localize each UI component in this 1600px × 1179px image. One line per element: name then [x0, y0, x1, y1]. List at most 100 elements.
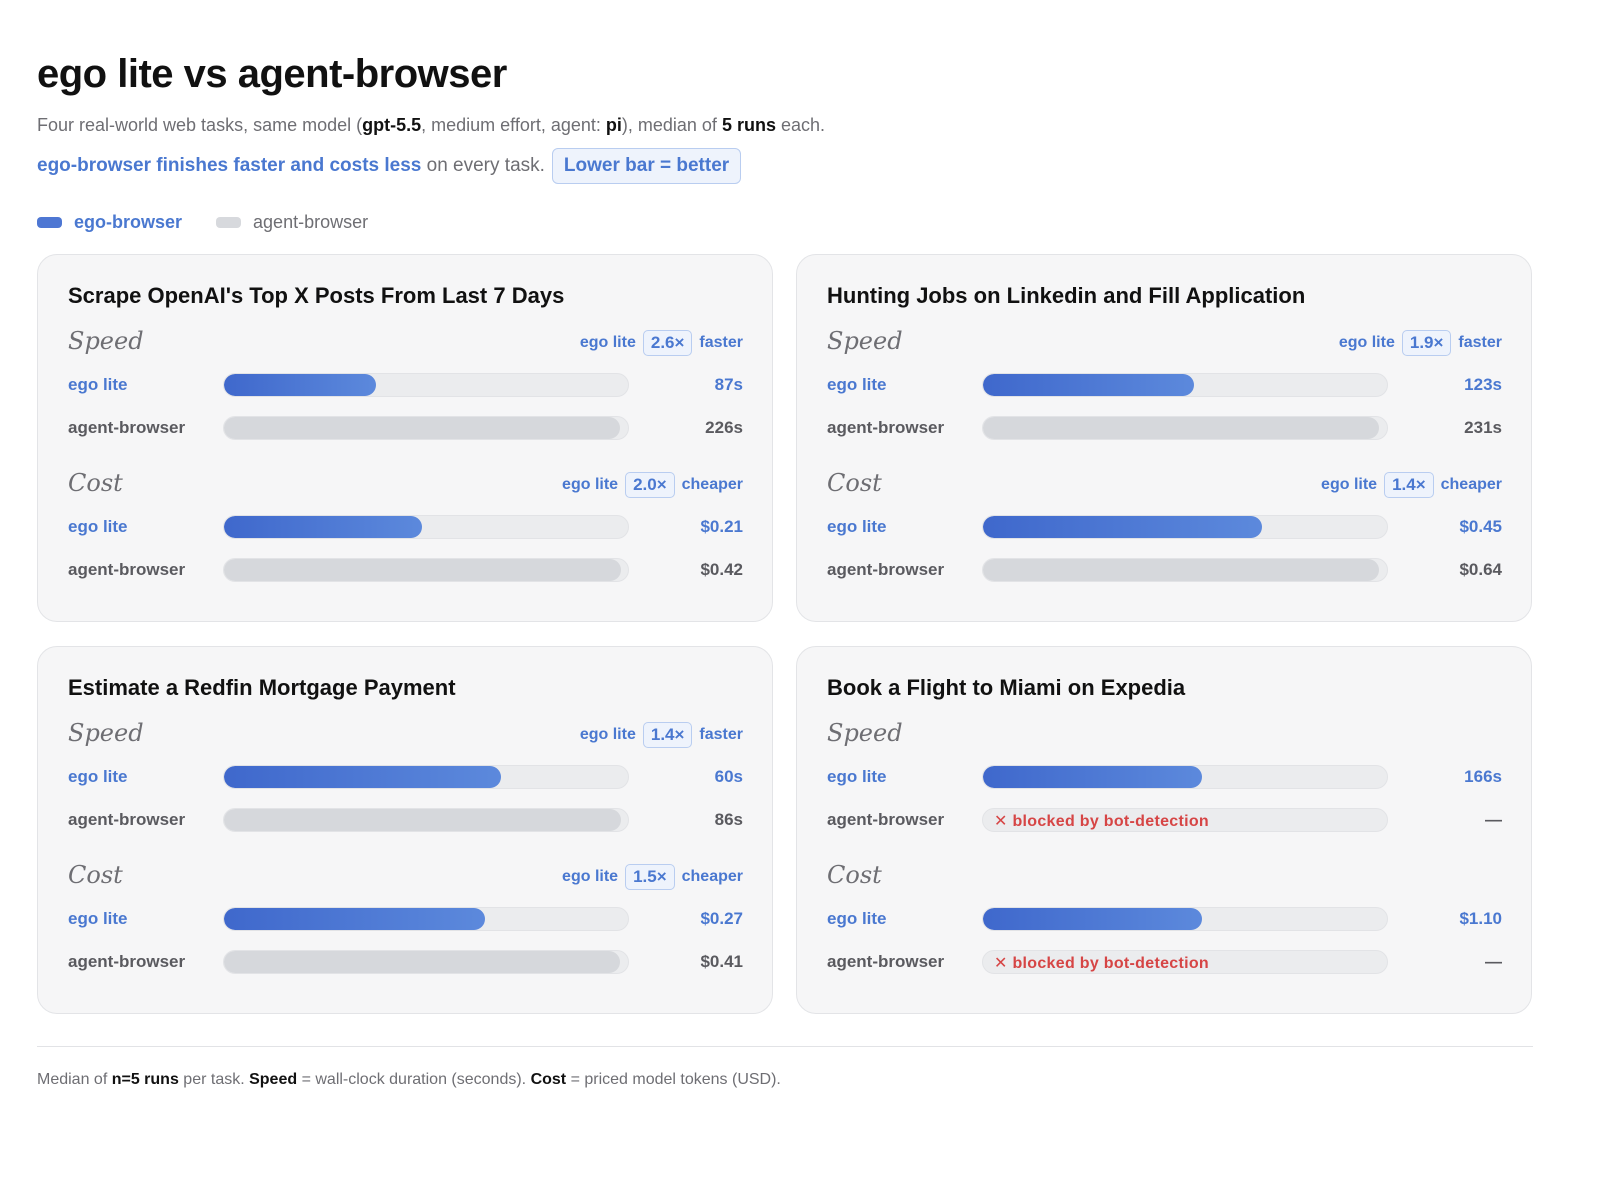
speed-summary: ego lite 1.4× faster [580, 722, 743, 748]
multiplier-badge: 1.9× [1401, 330, 1452, 356]
speed-value-ego-lite: 87s [714, 375, 743, 394]
speed-value-ego-lite: 166s [1464, 767, 1502, 786]
footnote-speed: Speed [249, 1071, 298, 1088]
summary-suffix: cheaper [681, 868, 743, 885]
cost-section-label: Cost [68, 861, 123, 889]
lower-is-better-badge: Lower bar = better [551, 148, 742, 184]
subtitle-text: ), median of [621, 115, 722, 135]
cost-summary: ego lite 1.4× cheaper [1321, 472, 1502, 498]
multiplier-badge: 1.4× [642, 722, 693, 748]
speed-bar-track [982, 416, 1388, 440]
cost-bar-track [982, 515, 1388, 539]
task-title: Scrape OpenAI's Top X Posts From Last 7 … [68, 283, 565, 308]
cost-summary: ego lite 2.0× cheaper [562, 472, 743, 498]
cost-bar-track [223, 907, 629, 931]
speed-bar-track: ✕ blocked by bot-detection [982, 808, 1388, 832]
subtitle-text: Four real-world web tasks, same model ( [37, 115, 363, 135]
summary-suffix: cheaper [681, 476, 743, 493]
speed-bar-ego-lite [224, 374, 376, 396]
subtitle-model: gpt-5.5 [362, 115, 422, 135]
speed-summary: ego lite 2.6× faster [580, 330, 743, 356]
legend-swatch-ego-browser [37, 216, 62, 228]
multiplier-badge: 1.4× [1384, 472, 1434, 498]
speed-value-agent-browser: 231s [1464, 418, 1502, 437]
footer-divider [37, 1046, 1533, 1047]
speed-bar-ego-lite [983, 766, 1202, 788]
series-label-ego-lite: ego lite [827, 767, 887, 786]
summary-prefix: ego lite [1321, 476, 1378, 493]
speed-value-agent-browser: 86s [714, 810, 743, 829]
page-title: ego lite vs agent-browser [37, 52, 507, 96]
speed-bar-agent-browser [224, 417, 620, 439]
speed-bar-ego-lite [983, 374, 1194, 396]
cost-value-agent-browser: $0.64 [1459, 560, 1502, 579]
blocked-by-bot-detection-label: ✕ blocked by bot-detection [994, 813, 1209, 830]
speed-section-label: Speed [827, 719, 903, 747]
series-label-ego-lite: ego lite [827, 375, 887, 394]
summary-suffix: faster [1458, 334, 1502, 351]
subtitle-runs: 5 runs [721, 115, 776, 135]
cost-section-label: Cost [827, 469, 882, 497]
cost-summary: ego lite 1.5× cheaper [562, 864, 743, 890]
footnote-runs: n=5 runs [111, 1071, 179, 1088]
legend: ego-browser agent-browser [37, 210, 368, 234]
cost-bar-track [223, 558, 629, 582]
cost-value-ego-lite: $1.10 [1459, 909, 1502, 928]
summary-suffix: faster [699, 726, 743, 743]
series-label-agent-browser: agent-browser [827, 418, 945, 437]
multiplier-badge: 2.0× [625, 472, 675, 498]
subtitle-agent: pi [605, 115, 622, 135]
tagline-accent: ego-browser finishes faster and costs le… [37, 155, 422, 176]
summary-prefix: ego lite [562, 868, 619, 885]
speed-value-agent-browser: — [1485, 810, 1502, 829]
task-title: Book a Flight to Miami on Expedia [827, 675, 1186, 700]
speed-bar-track [982, 373, 1388, 397]
footnote-cost: Cost [530, 1071, 567, 1088]
subtitle-text: each. [775, 115, 826, 135]
speed-value-ego-lite: 123s [1464, 375, 1502, 394]
speed-bar-track [223, 765, 629, 789]
series-label-agent-browser: agent-browser [68, 418, 186, 437]
summary-suffix: faster [699, 334, 743, 351]
cost-bar-ego-lite [983, 516, 1262, 538]
multiplier-badge: 2.6× [642, 330, 693, 356]
tagline: ego-browser finishes faster and costs le… [37, 148, 742, 184]
speed-section-label: Speed [827, 327, 903, 355]
cost-bar-ego-lite [224, 908, 485, 930]
series-label-agent-browser: agent-browser [68, 952, 186, 971]
task-card: Hunting Jobs on Linkedin and Fill Applic… [796, 254, 1532, 622]
speed-bar-track [982, 765, 1388, 789]
summary-prefix: ego lite [1338, 334, 1395, 351]
series-label-ego-lite: ego lite [68, 767, 128, 786]
speed-section-label: Speed [68, 719, 144, 747]
speed-bar-agent-browser [224, 809, 621, 831]
summary-prefix: ego lite [579, 334, 636, 351]
page-subtitle: Four real-world web tasks, same model (g… [37, 115, 825, 136]
task-card: Scrape OpenAI's Top X Posts From Last 7 … [37, 254, 773, 622]
speed-bar-track [223, 808, 629, 832]
series-label-ego-lite: ego lite [827, 909, 887, 928]
cost-value-ego-lite: $0.27 [700, 909, 743, 928]
blocked-by-bot-detection-label: ✕ blocked by bot-detection [994, 955, 1209, 972]
cost-value-agent-browser: — [1485, 952, 1502, 971]
legend-swatch-agent-browser [216, 216, 242, 228]
task-card: Estimate a Redfin Mortgage Payment Speed e… [37, 646, 773, 1014]
cost-bar-track [982, 907, 1388, 931]
series-label-agent-browser: agent-browser [827, 560, 945, 579]
summary-prefix: ego lite [579, 726, 636, 743]
cost-bar-ego-lite [983, 908, 1202, 930]
speed-bar-track [223, 373, 629, 397]
footnote: Median of n=5 runs per task. Speed = wal… [37, 1071, 781, 1089]
cost-bar-agent-browser [224, 951, 620, 973]
tagline-rest: on every task. [421, 155, 545, 176]
speed-summary: ego lite 1.9× faster [1339, 330, 1502, 356]
series-label-agent-browser: agent-browser [68, 810, 186, 829]
cost-section-label: Cost [68, 469, 123, 497]
cost-bar-ego-lite [224, 516, 422, 538]
series-label-ego-lite: ego lite [68, 375, 128, 394]
cost-value-agent-browser: $0.41 [700, 952, 743, 971]
series-label-agent-browser: agent-browser [827, 952, 945, 971]
footnote-text: Median of [37, 1071, 112, 1088]
task-title: Hunting Jobs on Linkedin and Fill Applic… [827, 283, 1306, 308]
speed-bar-agent-browser [983, 417, 1379, 439]
